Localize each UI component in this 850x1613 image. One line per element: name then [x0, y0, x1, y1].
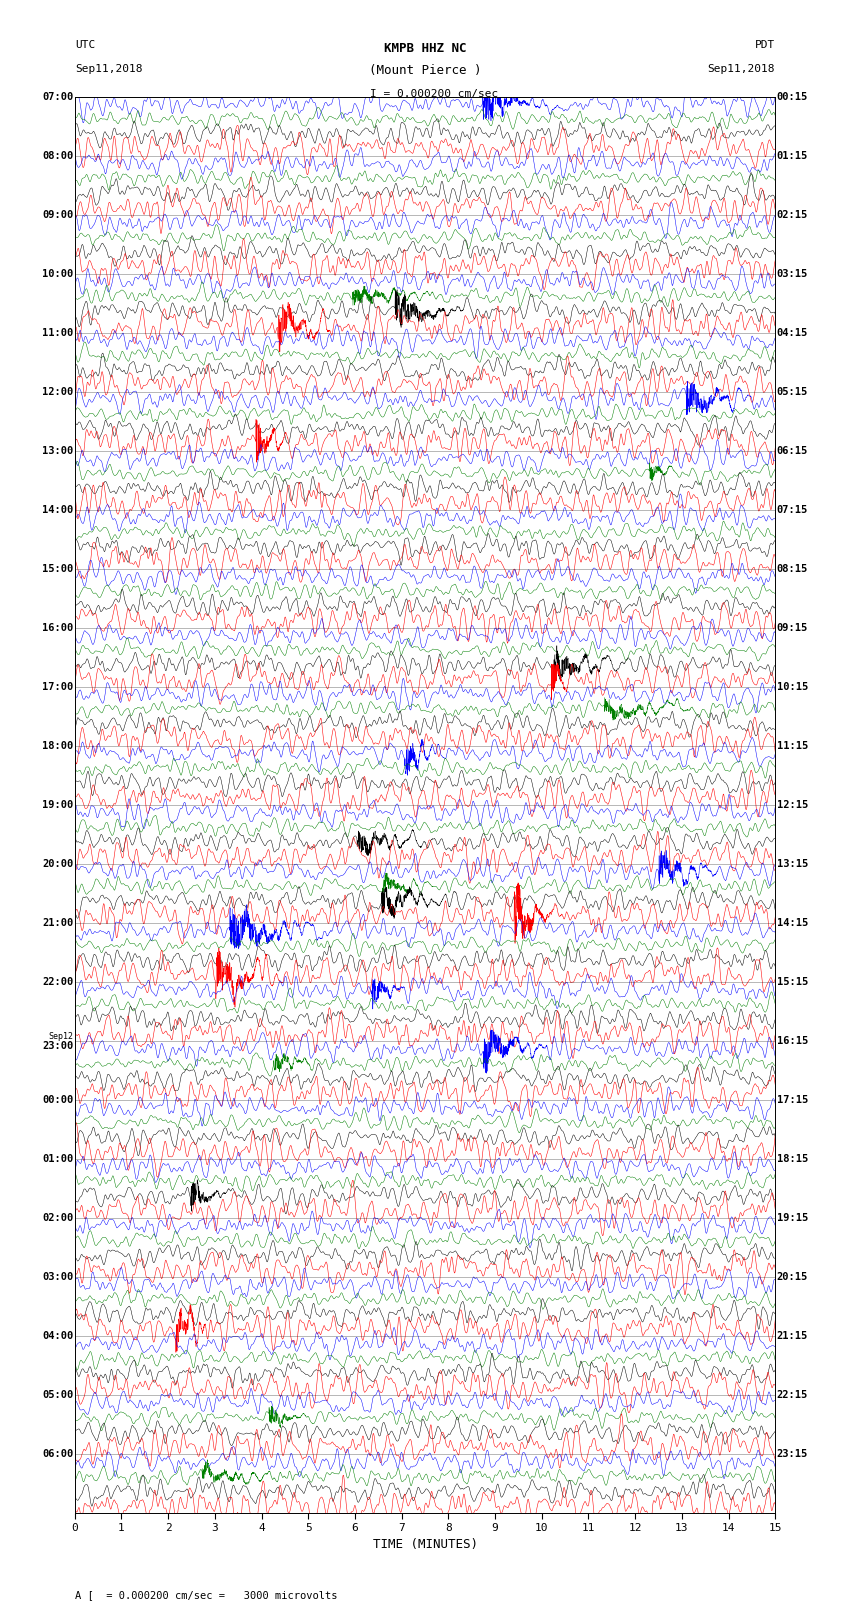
Text: 14:00: 14:00 — [42, 505, 73, 515]
X-axis label: TIME (MINUTES): TIME (MINUTES) — [372, 1537, 478, 1550]
Text: 12:15: 12:15 — [777, 800, 807, 810]
Text: 19:00: 19:00 — [42, 800, 73, 810]
Text: 08:15: 08:15 — [777, 565, 807, 574]
Text: 16:00: 16:00 — [42, 623, 73, 632]
Text: 21:00: 21:00 — [42, 918, 73, 927]
Text: 11:15: 11:15 — [777, 740, 807, 752]
Text: 02:15: 02:15 — [777, 210, 807, 219]
Text: 15:15: 15:15 — [777, 977, 807, 987]
Text: 01:15: 01:15 — [777, 150, 807, 161]
Text: 08:00: 08:00 — [42, 150, 73, 161]
Text: 23:00: 23:00 — [42, 1040, 73, 1052]
Text: 13:00: 13:00 — [42, 445, 73, 456]
Text: 14:15: 14:15 — [777, 918, 807, 927]
Text: 15:00: 15:00 — [42, 565, 73, 574]
Text: PDT: PDT — [755, 40, 775, 50]
Text: 10:15: 10:15 — [777, 682, 807, 692]
Text: 03:00: 03:00 — [42, 1273, 73, 1282]
Text: 07:15: 07:15 — [777, 505, 807, 515]
Text: 00:00: 00:00 — [42, 1095, 73, 1105]
Text: 04:00: 04:00 — [42, 1331, 73, 1340]
Text: Sep11,2018: Sep11,2018 — [75, 65, 142, 74]
Text: 00:15: 00:15 — [777, 92, 807, 102]
Text: 21:15: 21:15 — [777, 1331, 807, 1340]
Text: 05:00: 05:00 — [42, 1390, 73, 1400]
Text: 20:00: 20:00 — [42, 858, 73, 869]
Text: 12:00: 12:00 — [42, 387, 73, 397]
Text: 04:15: 04:15 — [777, 327, 807, 337]
Text: 11:00: 11:00 — [42, 327, 73, 337]
Text: 01:00: 01:00 — [42, 1153, 73, 1165]
Text: 09:00: 09:00 — [42, 210, 73, 219]
Text: 06:00: 06:00 — [42, 1448, 73, 1460]
Text: 16:15: 16:15 — [777, 1036, 807, 1045]
Text: Sep11,2018: Sep11,2018 — [708, 65, 775, 74]
Text: (Mount Pierce ): (Mount Pierce ) — [369, 65, 481, 77]
Text: 19:15: 19:15 — [777, 1213, 807, 1223]
Text: 13:15: 13:15 — [777, 858, 807, 869]
Text: 23:15: 23:15 — [777, 1448, 807, 1460]
Text: Sep12: Sep12 — [48, 1032, 73, 1040]
Text: I = 0.000200 cm/sec: I = 0.000200 cm/sec — [370, 89, 498, 98]
Text: 22:00: 22:00 — [42, 977, 73, 987]
Text: 05:15: 05:15 — [777, 387, 807, 397]
Text: 18:15: 18:15 — [777, 1153, 807, 1165]
Text: 18:00: 18:00 — [42, 740, 73, 752]
Text: A [  = 0.000200 cm/sec =   3000 microvolts: A [ = 0.000200 cm/sec = 3000 microvolts — [75, 1590, 337, 1600]
Text: 22:15: 22:15 — [777, 1390, 807, 1400]
Text: 07:00: 07:00 — [42, 92, 73, 102]
Text: 06:15: 06:15 — [777, 445, 807, 456]
Text: 20:15: 20:15 — [777, 1273, 807, 1282]
Text: 02:00: 02:00 — [42, 1213, 73, 1223]
Text: 17:15: 17:15 — [777, 1095, 807, 1105]
Text: 10:00: 10:00 — [42, 269, 73, 279]
Text: 09:15: 09:15 — [777, 623, 807, 632]
Text: KMPB HHZ NC: KMPB HHZ NC — [383, 42, 467, 55]
Text: 03:15: 03:15 — [777, 269, 807, 279]
Text: UTC: UTC — [75, 40, 95, 50]
Text: 17:00: 17:00 — [42, 682, 73, 692]
